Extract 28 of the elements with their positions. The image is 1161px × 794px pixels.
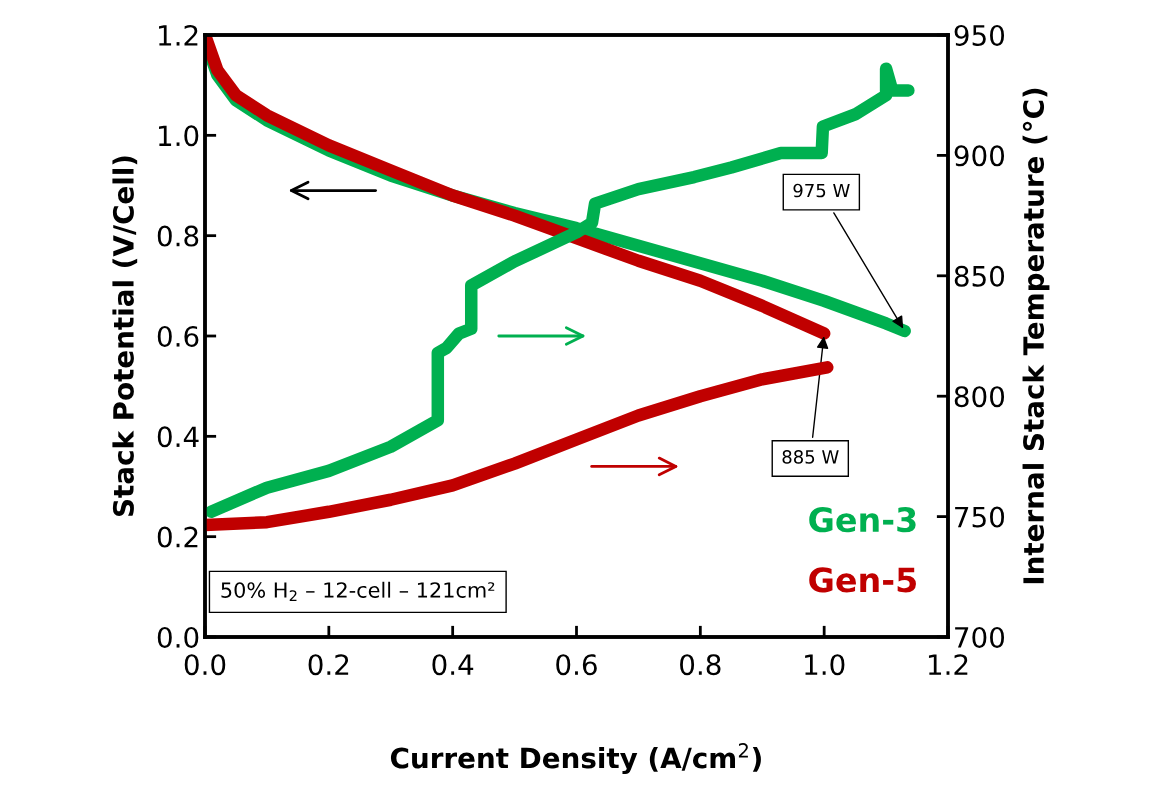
y-tick-label: 1.0 (159, 125, 199, 147)
annotation: 885 W (782, 450, 839, 464)
y2-tick-label: 900 (954, 145, 1005, 167)
y-tick-label: 0.8 (157, 225, 199, 247)
x-tick-label: 0.2 (308, 654, 349, 676)
y2-tick-label: 750 (955, 506, 1005, 528)
y2-tick-label: 950 (954, 24, 1005, 46)
y2-tick-label: 700 (955, 626, 1005, 648)
x-tick-label: 0.0 (184, 654, 226, 676)
y-axis-title: Stack Potential (V/Cell) (112, 156, 138, 517)
x-tick-label: 0.4 (432, 654, 474, 676)
x-tick-label: 1.2 (928, 654, 968, 675)
y2-tick-label: 850 (954, 265, 1005, 287)
text: Gen-5 (809, 567, 916, 593)
x-axis-title: Current Density (A/cm$^{2}$) (390, 743, 761, 775)
y-tick-label: 0.2 (157, 526, 198, 548)
y-tick-label: 1.2 (159, 24, 198, 46)
y2-tick-label: 800 (954, 386, 1005, 408)
annotation: 975 W (793, 183, 850, 198)
text: Gen-3 (809, 507, 916, 533)
x-tick-label: 0.8 (680, 654, 721, 676)
y2-axis-title: Internal Stack Temperature (°C) (1022, 88, 1050, 584)
x-tick-label: 1.0 (805, 654, 845, 676)
x-tick-label: 0.6 (556, 654, 597, 676)
y-tick-label: 0.0 (157, 626, 199, 648)
annotation: 50% H$_{2}$ – 12-cell – 121cm² (221, 581, 495, 602)
y-tick-label: 0.6 (157, 325, 199, 347)
y-tick-label: 0.4 (157, 426, 199, 448)
